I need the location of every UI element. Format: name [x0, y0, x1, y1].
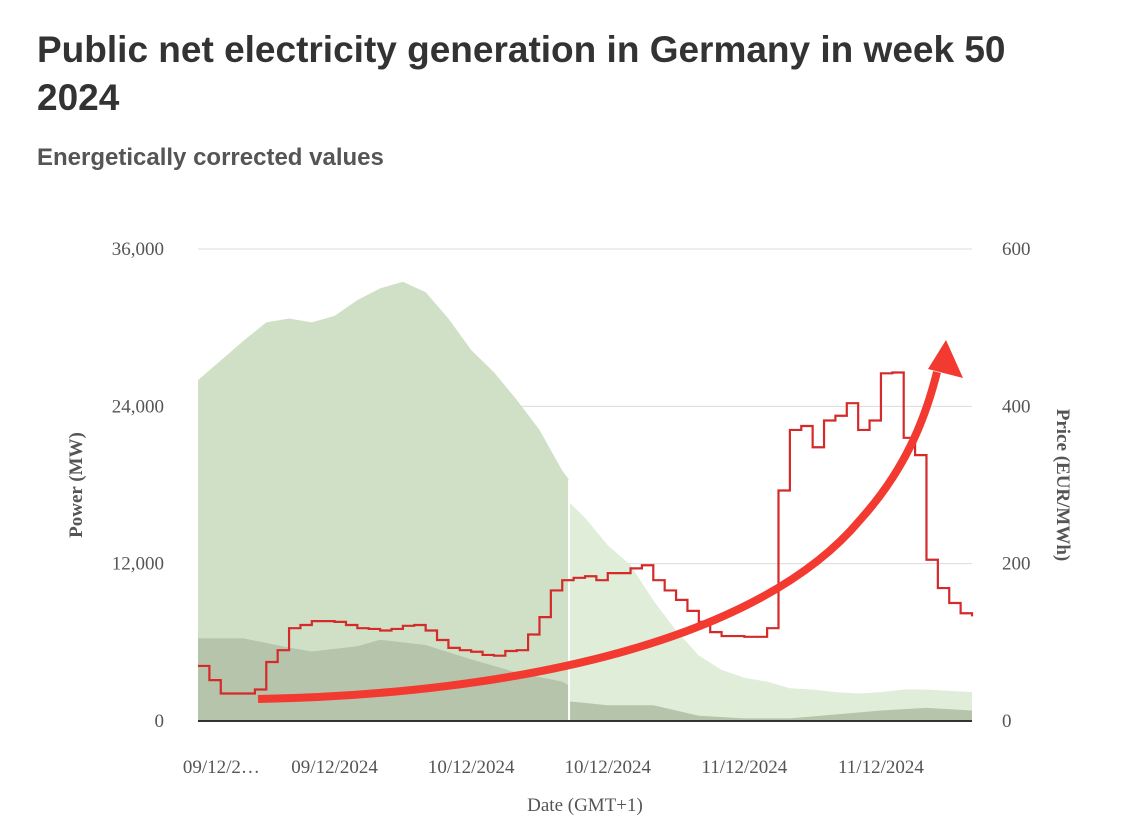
- chart-subtitle: Energetically corrected values: [37, 144, 384, 171]
- chart-title: Public net electricity generation in Ger…: [37, 29, 1006, 118]
- x-tick-label: 10/12/2024: [428, 757, 515, 778]
- rising-arrow-annotation: [257, 340, 963, 703]
- x-tick-label: 11/12/2024: [701, 757, 787, 778]
- x-tick-label: 10/12/2024: [564, 757, 651, 778]
- lower-area-after-split: [569, 701, 972, 721]
- y2-tick-label: 400: [1002, 396, 1031, 417]
- y2-tick-label: 0: [1002, 711, 1012, 732]
- y2-tick-label: 600: [1002, 239, 1031, 260]
- y2-tick-label: 200: [1002, 554, 1031, 575]
- y2-axis-label: Price (EUR/MWh): [1052, 409, 1073, 561]
- y-tick-label: 12,000: [112, 554, 164, 575]
- x-axis-label: Date (GMT+1): [527, 795, 643, 816]
- y-axis-label: Power (MW): [66, 432, 87, 538]
- y-tick-label: 0: [155, 711, 165, 732]
- upper-area-before-split: [198, 281, 570, 721]
- upper-area-after-split: [569, 502, 972, 721]
- x-tick-label: 11/12/2024: [838, 757, 924, 778]
- y-tick-label: 36,000: [112, 239, 164, 260]
- annotation-arrow-head: [928, 340, 963, 378]
- x-tick-label: 09/12/2…: [183, 757, 260, 778]
- x-tick-label: 09/12/2024: [291, 757, 378, 778]
- annotation-arrow-shaft: [257, 371, 941, 703]
- y-tick-label: 24,000: [112, 396, 164, 417]
- price-line: [198, 371, 974, 695]
